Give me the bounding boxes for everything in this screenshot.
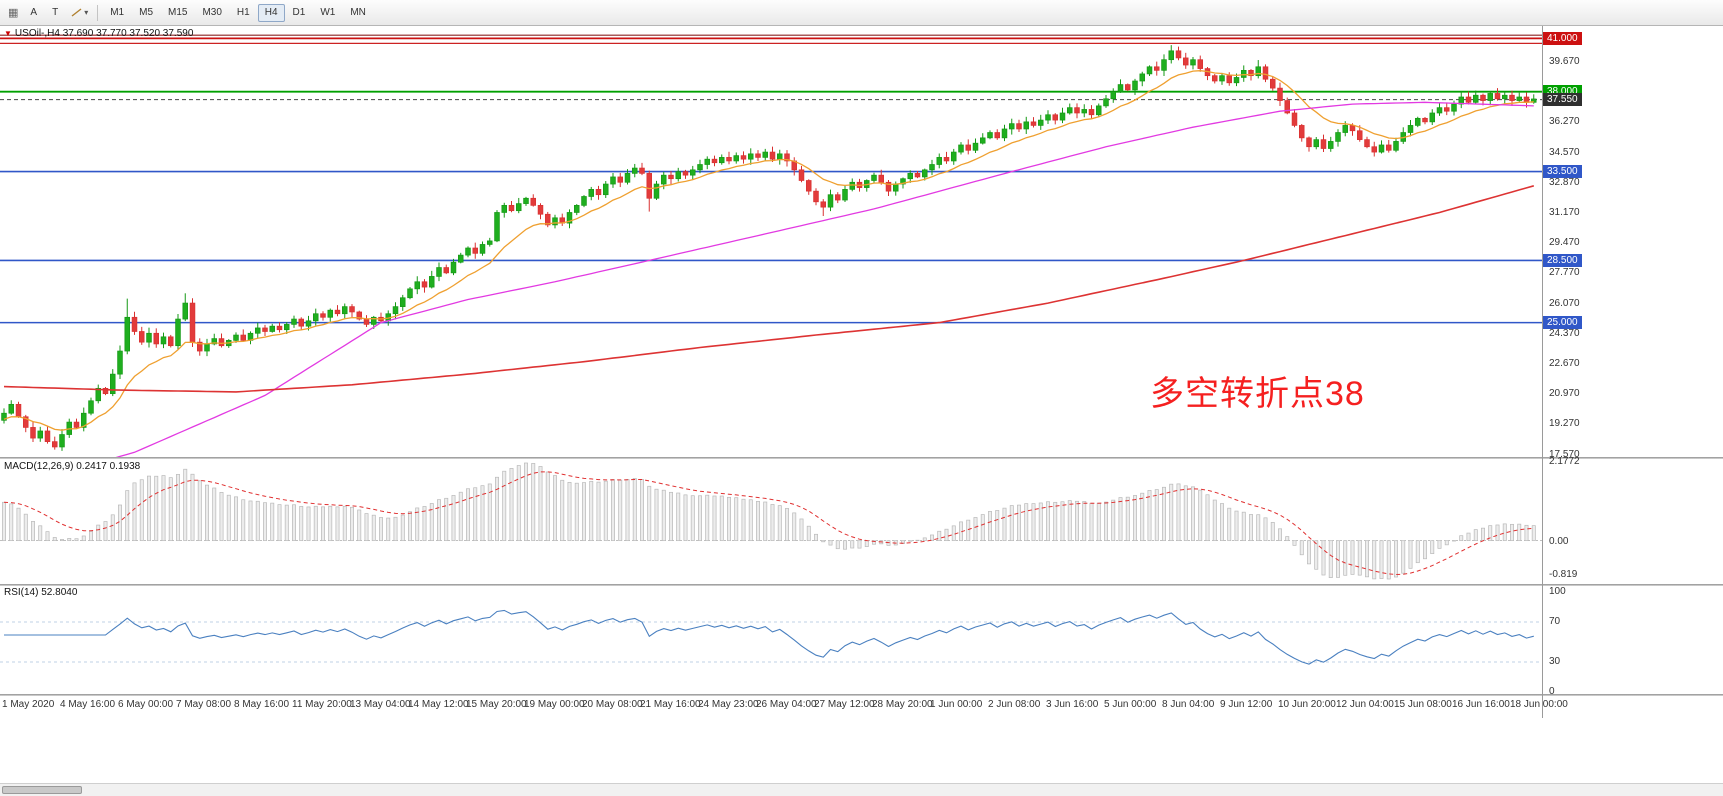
x-axis-label: 15 May 20:00 <box>466 699 527 710</box>
x-axis-label: 14 May 12:00 <box>408 699 469 710</box>
x-axis-label: 27 May 12:00 <box>814 699 875 710</box>
price-level-badge: 41.000 <box>1543 31 1582 45</box>
x-axis-label: 9 Jun 12:00 <box>1220 699 1273 710</box>
x-axis-label: 24 May 23:00 <box>698 699 759 710</box>
macd-scale-label: 0.00 <box>1549 535 1569 547</box>
rsi-scale-label: 30 <box>1549 656 1561 667</box>
windows-tile-icon[interactable]: ▦ <box>8 7 19 19</box>
price-scale-column: 39.670 36.270 34.570 32.870 31.170 29.470 27.7… <box>1543 26 1723 718</box>
chevron-down-icon: ▾ <box>84 8 89 17</box>
timeframe-button-w1[interactable]: W1 <box>320 6 336 18</box>
x-axis-label: 1 May 2020 <box>2 699 55 710</box>
x-axis-label: 26 May 04:00 <box>756 699 817 710</box>
price-scale-tick: 36.270 <box>1549 116 1580 128</box>
x-axis-label: 5 Jun 00:00 <box>1104 699 1157 710</box>
macd-scale-label: 2.1772 <box>1549 456 1580 467</box>
trendline-icon <box>71 8 82 17</box>
macd-indicator-label: MACD(12,26,9) 0.2417 0.1938 <box>4 461 141 472</box>
timeframe-button-m5[interactable]: M5 <box>139 6 154 18</box>
price-scale-tick: 34.570 <box>1549 146 1580 158</box>
x-axis-label: 12 Jun 04:00 <box>1336 699 1394 710</box>
toolbar-separator <box>97 4 99 21</box>
price-scale-tick: 20.970 <box>1549 388 1580 400</box>
price-scale-tick: 27.770 <box>1549 267 1580 279</box>
chart-title-text: USOil-,H4 37.690 37.770 37.520 37.590 <box>14 28 194 39</box>
time-axis: 1 May 2020 4 May 16:00 6 May 00:00 7 May 08… <box>0 699 1723 713</box>
chart-window: ▼ USOil-,H4 37.690 37.770 37.520 37.590 M… <box>0 26 1723 796</box>
price-scale-tick: 22.670 <box>1549 358 1580 369</box>
timeframe-button-m1[interactable]: M1 <box>110 6 125 18</box>
rsi-scale-label: 70 <box>1549 616 1561 627</box>
price-chart-canvas[interactable] <box>0 26 1542 718</box>
current-price-badge: 37.550 <box>1543 93 1582 107</box>
panel-separator[interactable] <box>0 694 1723 696</box>
price-scale-tick: 26.070 <box>1549 297 1580 309</box>
x-axis-label: 16 Jun 16:00 <box>1452 699 1510 710</box>
toolbar-button-t[interactable]: T <box>52 6 59 18</box>
rsi-indicator-label: RSI(14) 52.8040 <box>4 587 78 598</box>
timeframe-button-m30[interactable]: M30 <box>202 6 222 18</box>
price-scale-tick: 17.570 <box>1549 448 1580 460</box>
timeframe-button-d1[interactable]: D1 <box>292 6 306 18</box>
price-level-badge: 28.500 <box>1543 253 1582 267</box>
panel-separator[interactable] <box>0 584 1723 586</box>
scrollbar-thumb[interactable] <box>2 786 82 794</box>
x-axis-label: 21 May 16:00 <box>640 699 701 710</box>
price-level-badge: 25.000 <box>1543 316 1582 330</box>
timeframe-button-h4[interactable]: H4 <box>257 3 285 22</box>
price-scale-tick: 19.270 <box>1549 418 1580 430</box>
top-toolbar: ▦ A T ▾ M1 M5 M15 M30 H1 H4 D1 W1 MN <box>0 0 1723 26</box>
x-axis-label: 18 Jun 00:00 <box>1510 699 1568 710</box>
chart-ohlc-title: ▼ USOil-,H4 37.690 37.770 37.520 37.590 <box>4 28 193 39</box>
x-axis-label: 7 May 08:00 <box>176 699 232 710</box>
x-axis-label: 20 May 08:00 <box>582 699 643 710</box>
x-axis-label: 4 May 16:00 <box>60 699 116 710</box>
panel-separator[interactable] <box>0 457 1723 459</box>
x-axis-label: 8 Jun 04:00 <box>1162 699 1215 710</box>
price-scale-tick: 39.670 <box>1549 56 1580 67</box>
price-scale-border <box>1542 26 1543 718</box>
x-axis-label: 2 Jun 08:00 <box>988 699 1041 710</box>
rsi-scale-label: 100 <box>1549 586 1566 597</box>
price-scale-tick: 32.870 <box>1549 176 1580 188</box>
x-axis-label: 3 Jun 16:00 <box>1046 699 1099 710</box>
timeframe-button-h1[interactable]: H1 <box>236 6 250 18</box>
price-scale-tick: 31.170 <box>1549 207 1580 218</box>
x-axis-label: 13 May 04:00 <box>350 699 411 710</box>
price-scale-tick: 24.370 <box>1549 327 1580 339</box>
timeframe-button-mn[interactable]: MN <box>350 6 366 18</box>
toolbar-button-a[interactable]: A <box>30 6 38 18</box>
x-axis-label: 8 May 16:00 <box>234 699 290 710</box>
x-axis-label: 6 May 00:00 <box>118 699 174 710</box>
x-axis-label: 11 May 20:00 <box>292 699 352 710</box>
x-axis-label: 1 Jun 00:00 <box>930 699 983 710</box>
x-axis-label: 15 Jun 08:00 <box>1394 699 1452 710</box>
symbol-marker-icon: ▼ <box>4 29 12 38</box>
price-level-badge: 33.500 <box>1543 165 1582 179</box>
trendline-tool-button[interactable]: ▾ <box>66 5 92 20</box>
timeframe-button-m15[interactable]: M15 <box>168 6 188 18</box>
price-scale-tick: 29.470 <box>1549 237 1580 249</box>
horizontal-scrollbar[interactable] <box>0 783 1723 796</box>
chinese-annotation: 多空转折点38 <box>1150 375 1365 413</box>
rsi-scale-label: 0 <box>1549 686 1555 697</box>
timeframe-group: M1 M5 M15 M30 H1 H4 D1 W1 MN <box>103 3 373 22</box>
macd-scale-label: -0.819 <box>1549 569 1578 580</box>
x-axis-label: 28 May 20:00 <box>872 699 933 710</box>
x-axis-label: 10 Jun 20:00 <box>1278 699 1336 710</box>
x-axis-label: 19 May 00:00 <box>524 699 585 710</box>
